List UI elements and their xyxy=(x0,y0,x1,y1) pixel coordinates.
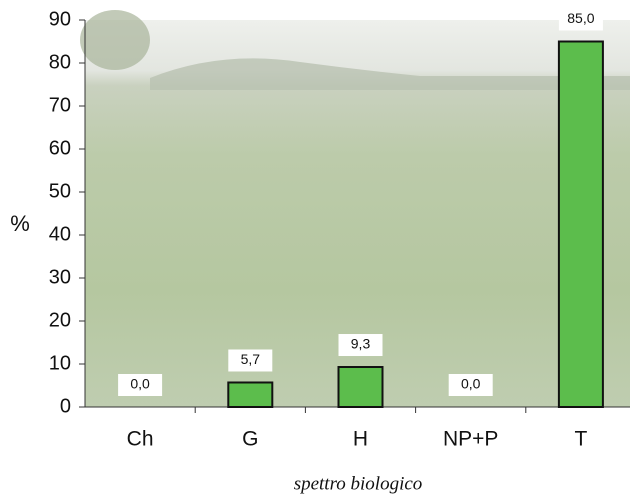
background-tree xyxy=(80,10,150,70)
x-tick-label: G xyxy=(242,428,258,451)
value-label-box xyxy=(228,349,273,372)
x-tick-label: NP+P xyxy=(443,428,498,451)
y-tick-label: 20 xyxy=(49,309,71,331)
y-tick-label: 60 xyxy=(49,137,71,159)
x-axis-label: spettro biologico xyxy=(294,473,423,494)
y-tick-label: 30 xyxy=(49,266,71,288)
y-tick-label: 10 xyxy=(49,352,71,374)
background-hills xyxy=(150,58,630,90)
y-axis-label: % xyxy=(10,211,30,236)
value-label: 85,0 xyxy=(567,10,594,26)
value-label: 0,0 xyxy=(461,376,481,392)
y-tick-label: 90 xyxy=(49,8,71,30)
value-label-box xyxy=(558,8,603,31)
x-tick-label: H xyxy=(353,428,368,451)
y-tick-label: 50 xyxy=(49,180,71,202)
y-tick-label: 80 xyxy=(49,51,71,73)
value-label: 5,7 xyxy=(241,351,261,367)
y-tick-label: 70 xyxy=(49,94,71,116)
value-label: 0,0 xyxy=(130,376,150,392)
bar xyxy=(337,366,384,409)
bar xyxy=(227,381,274,408)
x-tick-label: T xyxy=(574,428,587,451)
value-label-box xyxy=(118,374,163,396)
y-tick-label: 40 xyxy=(49,223,71,245)
bar xyxy=(557,40,604,408)
y-tick-label: 0 xyxy=(60,395,71,417)
value-label-box xyxy=(448,374,493,396)
value-label: 9,3 xyxy=(351,336,371,352)
value-label-box xyxy=(338,334,383,357)
x-tick-label: Ch xyxy=(127,428,154,451)
